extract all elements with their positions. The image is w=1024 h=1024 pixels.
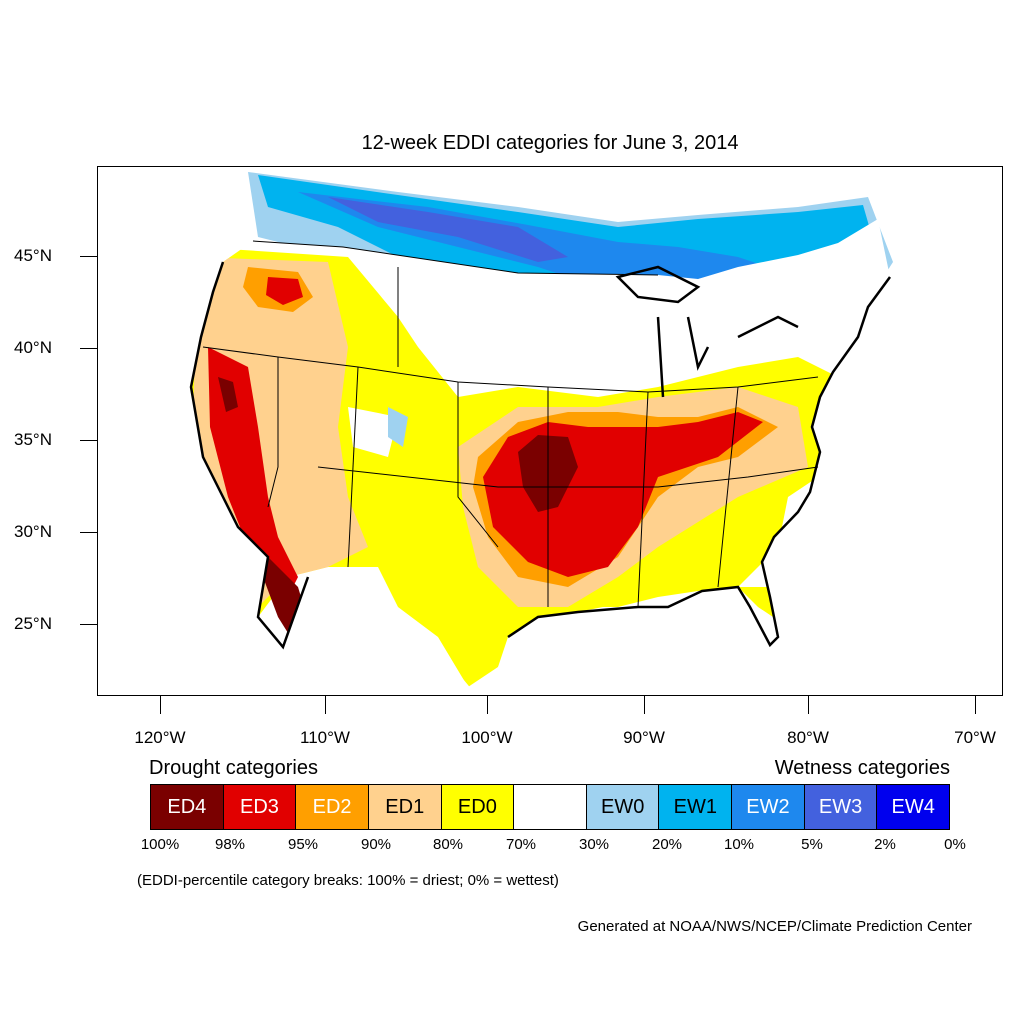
legend-swatch-ed2: ED2 <box>296 785 369 829</box>
lat-label-25: 25°N <box>14 614 52 633</box>
lat-label-45: 45°N <box>14 246 52 265</box>
wetness-categories-heading: Wetness categories <box>774 757 950 779</box>
category-legend: ED4 ED3 ED2 ED1 ED0 EW0 EW1 EW2 EW3 EW4 <box>150 784 950 830</box>
percent-break: 2% <box>874 836 896 853</box>
lon-tick <box>325 696 326 714</box>
breaks-note: (EDDI-percentile category breaks: 100% =… <box>137 872 559 889</box>
percent-break: 5% <box>801 836 823 853</box>
state-boundaries <box>202 240 819 608</box>
percent-break: 100% <box>140 836 180 853</box>
lon-tick <box>487 696 488 714</box>
lon-tick <box>160 696 161 714</box>
percent-break: 95% <box>287 836 319 853</box>
lon-label-80: 80°W <box>787 728 829 747</box>
percent-break: 80% <box>432 836 464 853</box>
percent-break: 30% <box>578 836 610 853</box>
lat-tick <box>80 532 97 533</box>
lon-label-70: 70°W <box>954 728 996 747</box>
drought-categories-heading: Drought categories <box>149 757 318 779</box>
percent-break: 70% <box>505 836 537 853</box>
eddi-map <box>97 166 1003 696</box>
lon-label-120: 120°W <box>134 728 186 747</box>
lat-label-40: 40°N <box>14 338 52 357</box>
lat-label-35: 35°N <box>14 430 52 449</box>
lon-label-110: 110°W <box>300 728 350 747</box>
lon-tick <box>808 696 809 714</box>
lon-tick <box>975 696 976 714</box>
lat-tick <box>80 440 97 441</box>
percent-break: 10% <box>723 836 755 853</box>
percent-break: 98% <box>214 836 246 853</box>
legend-swatch-ew0: EW0 <box>586 785 660 829</box>
lon-label-90: 90°W <box>623 728 665 747</box>
coastlines <box>189 261 892 650</box>
percent-break: 0% <box>944 836 966 853</box>
lat-tick <box>80 624 97 625</box>
percent-break: 90% <box>360 836 392 853</box>
lon-label-100: 100°W <box>461 728 513 747</box>
legend-swatch-ew1: EW1 <box>659 785 733 829</box>
legend-swatch-neutral <box>514 785 587 829</box>
legend-swatch-ed1: ED1 <box>368 785 442 829</box>
lat-label-30: 30°N <box>14 522 52 541</box>
lon-tick <box>644 696 645 714</box>
credit-line: Generated at NOAA/NWS/NCEP/Climate Predi… <box>577 918 972 935</box>
legend-swatch-ew3: EW3 <box>804 785 878 829</box>
legend-swatch-ew2: EW2 <box>732 785 805 829</box>
lat-tick <box>80 256 97 257</box>
legend-swatch-ed0: ED0 <box>441 785 515 829</box>
legend-swatch-ew4: EW4 <box>877 785 950 829</box>
lat-tick <box>80 348 97 349</box>
legend-swatch-ed4: ED4 <box>151 785 224 829</box>
percent-break: 20% <box>651 836 683 853</box>
map-title: 12-week EDDI categories for June 3, 2014 <box>361 132 739 154</box>
legend-swatch-ed3: ED3 <box>223 785 297 829</box>
